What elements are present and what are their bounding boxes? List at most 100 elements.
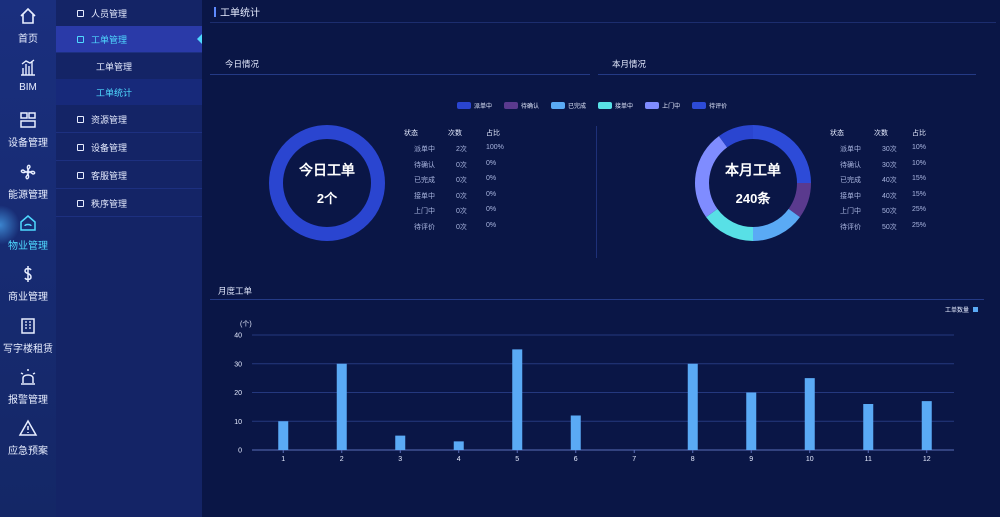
table-cell: 10% [912, 159, 927, 167]
month-center-title: 本月工单 [725, 162, 781, 178]
rail-item-4[interactable]: 物业管理 [0, 213, 56, 263]
legend-item[interactable]: 派单中 [457, 101, 492, 110]
x-tick-label: 12 [923, 456, 931, 463]
legend-item[interactable]: 上门中 [645, 101, 680, 110]
donut-segment-2 [752, 208, 800, 241]
legend-swatch [504, 102, 519, 109]
table-cell: 0% [486, 159, 497, 167]
legend-item[interactable]: 待评价 [692, 101, 727, 110]
today-center-title: 今日工单 [299, 162, 355, 178]
table-cell: 0次 [456, 192, 467, 200]
rail-item-1[interactable]: BIM [0, 58, 56, 108]
bar-legend-label: 工单数量 [944, 308, 969, 314]
table-cell: 待评价 [840, 224, 861, 231]
table-cell: 0% [486, 206, 497, 214]
y-tick-label: 30 [234, 361, 242, 368]
table-header: 状态 次数 占比 [404, 128, 524, 144]
donut-segment-4 [695, 136, 728, 218]
menu-item-1[interactable]: 工单管理 [56, 26, 202, 53]
rail-item-label: 写字楼租赁 [3, 344, 53, 355]
bim-icon [21, 59, 35, 76]
legend-label: 已完成 [568, 104, 587, 110]
month-section-title: 本月情况 [612, 59, 647, 69]
x-tick-label: 1 [281, 456, 285, 463]
table-cell: 已完成 [840, 177, 861, 185]
submenu-item-0[interactable]: 工单管理 [96, 61, 133, 72]
menu-item-0[interactable]: 人员管理 [56, 0, 202, 27]
rail-item-label: BIM [19, 82, 37, 93]
table-cell: 15% [912, 190, 927, 198]
rail-item-label: 物业管理 [8, 241, 48, 252]
checkbox-icon [77, 9, 84, 17]
bar-month-5 [512, 349, 523, 450]
bar-month-11 [863, 404, 874, 450]
table-row: 接单中 40次 15% [830, 191, 950, 207]
menu-item-label: 资源管理 [91, 114, 128, 125]
column-header: 状态 [404, 130, 418, 137]
column-header: 状态 [830, 130, 844, 137]
menu-item-3[interactable]: 设备管理 [56, 134, 202, 161]
table-row: 接单中 0次 0% [404, 191, 524, 207]
table-cell: 0% [486, 222, 497, 229]
month-donut-label: 本月工单 240条 [694, 160, 812, 207]
today-donut-label: 今日工单 2个 [268, 160, 386, 207]
rail-item-5[interactable]: 商业管理 [0, 264, 56, 314]
x-tick-label: 2 [340, 456, 344, 463]
rail-item-2[interactable]: 设备管理 [0, 110, 56, 160]
legend-item[interactable]: 接单中 [598, 101, 633, 110]
bar-chart-title: 月度工单 [218, 286, 253, 296]
rail-item-label: 应急预案 [8, 446, 48, 457]
table-cell: 25% [912, 206, 927, 214]
warning-icon [18, 419, 38, 436]
table-row: 待评价 50次 25% [830, 222, 950, 238]
month-center-value: 240条 [735, 191, 771, 206]
rail-item-3[interactable]: 能源管理 [0, 162, 56, 212]
x-tick-label: 11 [865, 456, 872, 463]
menu-item-label: 秩序管理 [91, 198, 128, 209]
submenu-item-1[interactable]: 工单统计 [56, 79, 202, 105]
rail-item-7[interactable]: 报警管理 [0, 367, 56, 417]
table-cell: 100% [486, 144, 504, 151]
rail-item-8[interactable]: 应急预案 [0, 418, 56, 468]
rail-item-label: 设备管理 [8, 138, 48, 149]
table-cell: 50次 [882, 224, 897, 231]
table-cell: 0次 [456, 224, 467, 231]
bar-month-12 [921, 401, 932, 450]
table-cell: 派单中 [840, 146, 861, 153]
table-row: 待确认 0次 0% [404, 160, 524, 176]
table-cell: 10% [912, 144, 927, 151]
legend-item[interactable]: 待确认 [504, 101, 539, 110]
menu-item-4[interactable]: 客服管理 [56, 162, 202, 189]
table-cell: 接单中 [414, 192, 435, 200]
home-icon [20, 7, 36, 24]
table-cell: 0% [486, 175, 497, 183]
donut-segment-5 [752, 125, 811, 184]
x-tick-label: 9 [749, 456, 753, 463]
legend-label: 上门中 [662, 104, 681, 110]
rail-item-0[interactable]: 首页 [0, 6, 56, 56]
menu-item-2[interactable]: 资源管理 [56, 106, 202, 133]
today-section-title: 今日情况 [225, 59, 260, 69]
checkbox-icon [77, 35, 84, 43]
table-row: 派单中 30次 10% [830, 144, 950, 160]
table-row: 上门中 50次 25% [830, 206, 950, 222]
bar-month-9 [746, 392, 757, 450]
rail-item-6[interactable]: 写字楼租赁 [0, 316, 56, 366]
menu-item-5[interactable]: 秩序管理 [56, 190, 202, 217]
bar-month-1 [278, 421, 289, 450]
bar-month-8 [687, 363, 698, 450]
table-cell: 上门中 [840, 208, 861, 216]
main-content: 工单统计 今日情况 本月情况 派单中 待确认 已完成 接单中 上门中 待评价 今日工单 2… [202, 0, 1000, 517]
legend-swatch [645, 102, 660, 109]
bar-month-10 [804, 378, 815, 450]
x-tick-label: 8 [691, 456, 695, 463]
menu-item-label: 设备管理 [91, 142, 128, 153]
legend-item[interactable]: 已完成 [551, 101, 586, 110]
bar-month-4 [453, 441, 464, 450]
legend-label: 接单中 [615, 104, 634, 110]
building-icon [21, 318, 35, 334]
month-stats-table: 状态 次数 占比 派单中 30次 10% 待确认 30次 10% 已完成 40次 15% 接单中 40次 1… [830, 128, 960, 238]
rail-item-label: 商业管理 [8, 292, 48, 303]
month-section-line [598, 74, 976, 75]
device-icon [20, 112, 36, 128]
